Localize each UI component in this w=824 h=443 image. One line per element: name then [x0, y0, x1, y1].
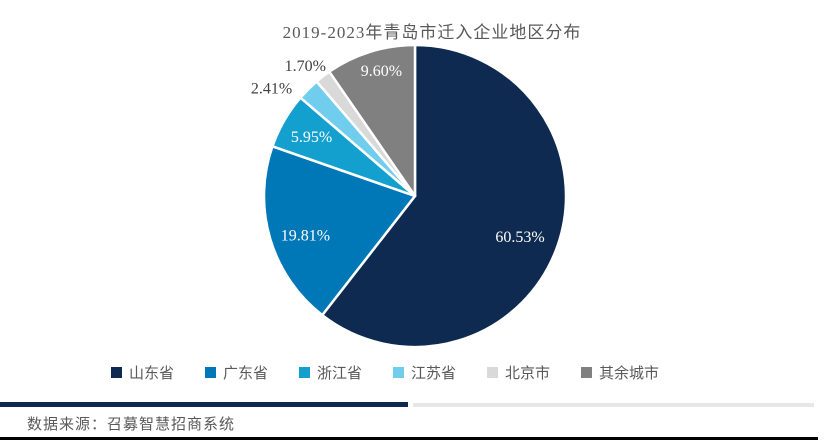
pie-slice-shandong	[320, 43, 568, 349]
pie-data-label-zhejiang: 5.95%	[291, 129, 332, 146]
pie-data-label-jiangsu: 2.41%	[251, 81, 292, 98]
legend-swatch-zhejiang	[298, 367, 310, 378]
legend-swatch-shandong	[110, 367, 122, 378]
pie-data-label-other-cities: 9.60%	[361, 63, 402, 80]
bottom-border-line	[0, 437, 818, 440]
legend-swatch-beijing	[487, 367, 499, 378]
legend-item-guangdong: 广东省	[204, 362, 268, 383]
legend-swatch-other-cities	[581, 367, 593, 378]
legend-swatch-jiangsu	[393, 367, 404, 378]
legend-item-jiangsu: 江苏省	[393, 362, 456, 383]
legend-label-jiangsu: 江苏省	[411, 366, 457, 382]
pie-chart: 60.53% 19.81% 5.95% 2.41% 1.70% 9.60%	[251, 43, 568, 349]
legend-label-zhejiang: 浙江省	[316, 366, 362, 382]
legend-item-other-cities: 其余城市	[581, 362, 659, 383]
legend-item-zhejiang: 浙江省	[298, 362, 362, 383]
pie-data-label-shandong: 60.53%	[495, 229, 544, 246]
divider-bar-gray	[413, 403, 814, 407]
pie-data-label-guangdong: 19.81%	[281, 227, 330, 244]
divider-bar-navy	[0, 402, 408, 407]
chart-legend: 山东省 广东省 浙江省 江苏省 北京市 其余城市	[0, 362, 770, 383]
legend-swatch-guangdong	[204, 367, 216, 378]
legend-label-beijing: 北京市	[505, 366, 551, 382]
pie-slice-other-cities	[328, 43, 417, 198]
legend-label-shandong: 山东省	[128, 366, 174, 382]
legend-item-beijing: 北京市	[487, 362, 550, 383]
chart-title: 2019-2023年青岛市迁入企业地区分布	[282, 23, 582, 42]
legend-item-shandong: 山东省	[110, 362, 174, 383]
pie-slice-guangdong	[262, 145, 417, 317]
pie-data-label-beijing: 1.70%	[285, 58, 326, 75]
legend-label-guangdong: 广东省	[222, 366, 268, 382]
data-source-note: 数据来源：召募智慧招商系统	[27, 417, 236, 433]
legend-label-other-cities: 其余城市	[599, 366, 660, 382]
